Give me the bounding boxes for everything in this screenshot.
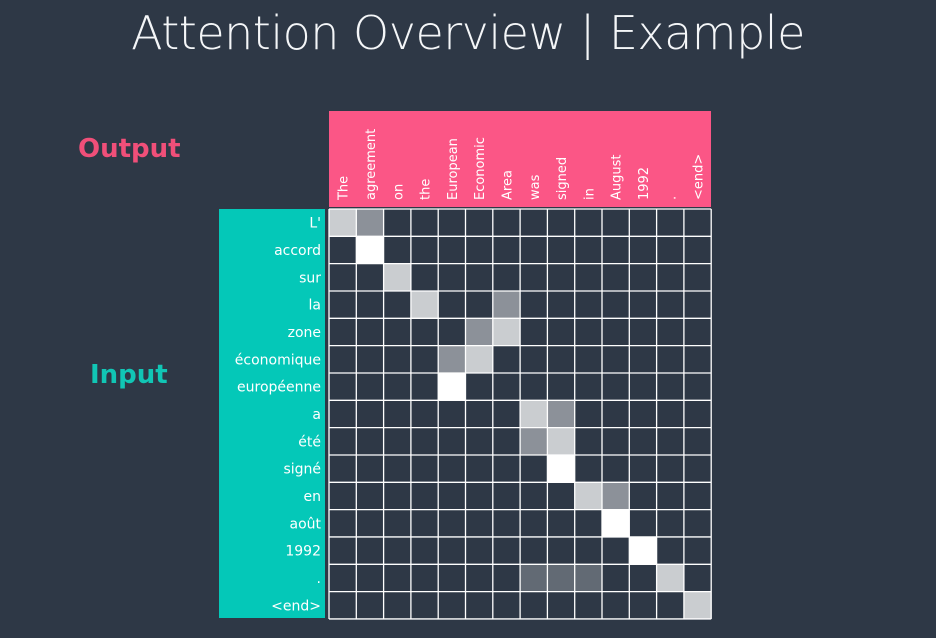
attention-cell [438, 372, 466, 401]
input-token: sur [299, 270, 321, 286]
attention-cell [547, 454, 575, 483]
attention-cell [520, 427, 548, 455]
attention-cell [438, 345, 466, 373]
input-token: économique [235, 352, 321, 368]
input-token: été [298, 434, 321, 450]
output-token: 1992 [637, 167, 652, 200]
attention-cell [547, 564, 575, 592]
output-token: The [337, 176, 352, 201]
input-token: août [289, 516, 321, 532]
input-token: L' [309, 216, 321, 232]
output-token: <end> [692, 154, 707, 200]
output-token: August [610, 155, 625, 201]
input-token: a [312, 407, 321, 423]
attention-cell [492, 290, 521, 319]
attention-cell [602, 509, 630, 537]
attention-cell [547, 427, 575, 455]
heatmap-grid [328, 208, 712, 620]
attention-cell [465, 318, 493, 346]
slide-title: Attention Overview | Example [131, 6, 805, 60]
output-token: . [664, 196, 679, 200]
attention-cell [656, 564, 684, 592]
attention-cell [410, 290, 439, 319]
attention-cell [465, 345, 493, 373]
input-token: <end> [271, 598, 321, 614]
input-token: . [317, 571, 321, 587]
output-token: signed [555, 157, 570, 200]
attention-cell [683, 591, 712, 619]
input-token: accord [274, 243, 321, 259]
input-token: 1992 [285, 544, 321, 560]
attention-cell [629, 536, 657, 565]
attention-cell [383, 263, 411, 291]
output-token: Area [500, 170, 515, 200]
output-token-labels: The agreement on the European Economic Area was… [337, 129, 707, 201]
attention-cell [602, 482, 630, 510]
output-token: was [528, 174, 543, 200]
input-token: en [304, 489, 322, 505]
output-token: the [419, 179, 434, 200]
attention-cell [574, 564, 602, 592]
input-token: européenne [237, 380, 321, 396]
attention-cell [520, 564, 548, 592]
input-tokens-banner [219, 209, 325, 618]
input-token: la [309, 298, 321, 314]
output-label: Output [78, 134, 181, 164]
input-token-labels: L' accord sur la zone économique européenne a ét… [235, 216, 322, 615]
attention-cell [492, 318, 521, 346]
attention-cell [329, 209, 357, 237]
attention-cell [574, 482, 602, 510]
output-tokens-banner [329, 111, 711, 207]
input-token: zone [288, 325, 321, 341]
output-token: agreement [364, 129, 379, 200]
input-label: Input [90, 360, 168, 390]
output-token: on [391, 184, 406, 200]
attention-cell [356, 236, 384, 264]
output-token: in [582, 188, 597, 200]
output-token: European [446, 138, 461, 200]
output-token: Economic [473, 137, 488, 200]
attention-cell [547, 400, 575, 428]
attention-cell [520, 400, 548, 428]
input-token: signé [283, 462, 321, 478]
attention-cell [356, 209, 384, 237]
